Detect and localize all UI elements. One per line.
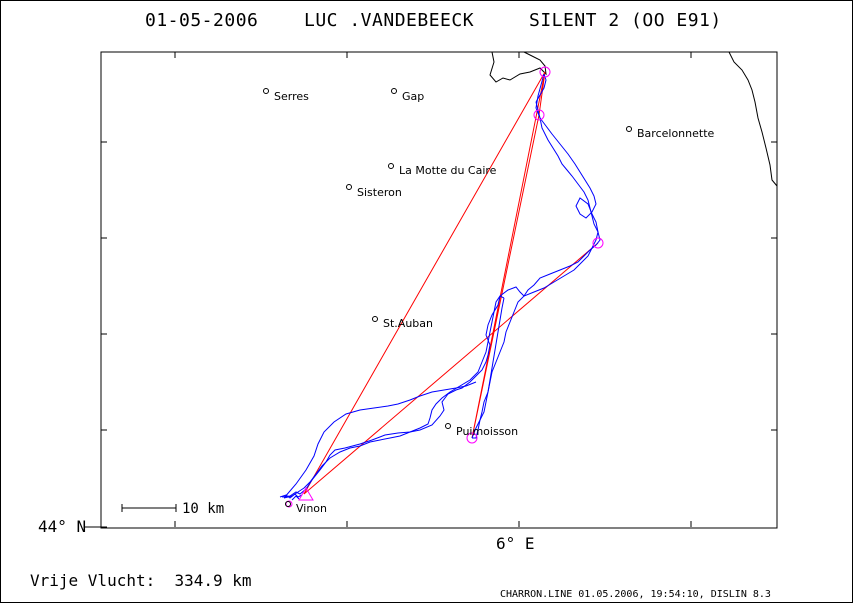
credits-label: CHARRON.LINE 01.05.2006, 19:54:10, DISLI… xyxy=(500,589,771,600)
town-puimoisson: Puimoisson xyxy=(445,423,518,438)
title-glider: SILENT 2 (OO E91) xyxy=(529,10,722,31)
town-label: Barcelonnette xyxy=(637,127,715,140)
town-dot xyxy=(391,88,397,94)
scale-bar-label: 10 km xyxy=(182,501,224,517)
title-pilot: LUC .VANDEBEECK xyxy=(304,10,474,31)
town-label: Sisteron xyxy=(357,186,402,199)
town-st-auban: St.Auban xyxy=(372,316,433,330)
town-gap: Gap xyxy=(391,88,424,103)
start-marker xyxy=(298,487,314,501)
towns: Serres Gap Barcelonnette La Motte du Cai… xyxy=(263,88,715,515)
town-label: St.Auban xyxy=(383,317,433,330)
task-lines xyxy=(303,71,599,495)
turnpoint-marker xyxy=(533,109,545,121)
town-dot xyxy=(285,501,291,507)
scale-bar: 10 km xyxy=(121,501,224,517)
town-dot xyxy=(263,88,269,94)
town-sisteron: Sisteron xyxy=(346,184,402,199)
lat-label: 44° N xyxy=(38,517,86,536)
turnpoint-marker xyxy=(592,237,604,249)
town-dot xyxy=(372,316,378,322)
axis-ticks xyxy=(101,52,777,528)
town-la-motte-du-caire: La Motte du Caire xyxy=(388,163,497,177)
distance-label: Vrije Vlucht: 334.9 km xyxy=(30,571,252,590)
map-area xyxy=(100,51,778,529)
town-label: Gap xyxy=(402,90,424,103)
town-barcelonnette: Barcelonnette xyxy=(626,126,715,140)
town-dot xyxy=(388,163,394,169)
town-dot xyxy=(445,423,451,429)
lon-label: 6° E xyxy=(496,534,535,553)
town-label: Serres xyxy=(274,90,309,103)
town-label: La Motte du Caire xyxy=(399,164,497,177)
border-lines xyxy=(489,51,778,187)
turnpoint-marker xyxy=(539,66,551,78)
flight-track xyxy=(279,73,601,501)
town-dot xyxy=(626,126,632,132)
town-dot xyxy=(346,184,352,190)
town-vinon: Vinon xyxy=(285,501,327,515)
turnpoints xyxy=(285,66,604,508)
town-serres: Serres xyxy=(263,88,309,103)
town-label: Puimoisson xyxy=(456,425,518,438)
town-label: Vinon xyxy=(296,502,327,515)
title-date: 01-05-2006 xyxy=(145,10,258,31)
turnpoint-marker xyxy=(466,432,478,444)
